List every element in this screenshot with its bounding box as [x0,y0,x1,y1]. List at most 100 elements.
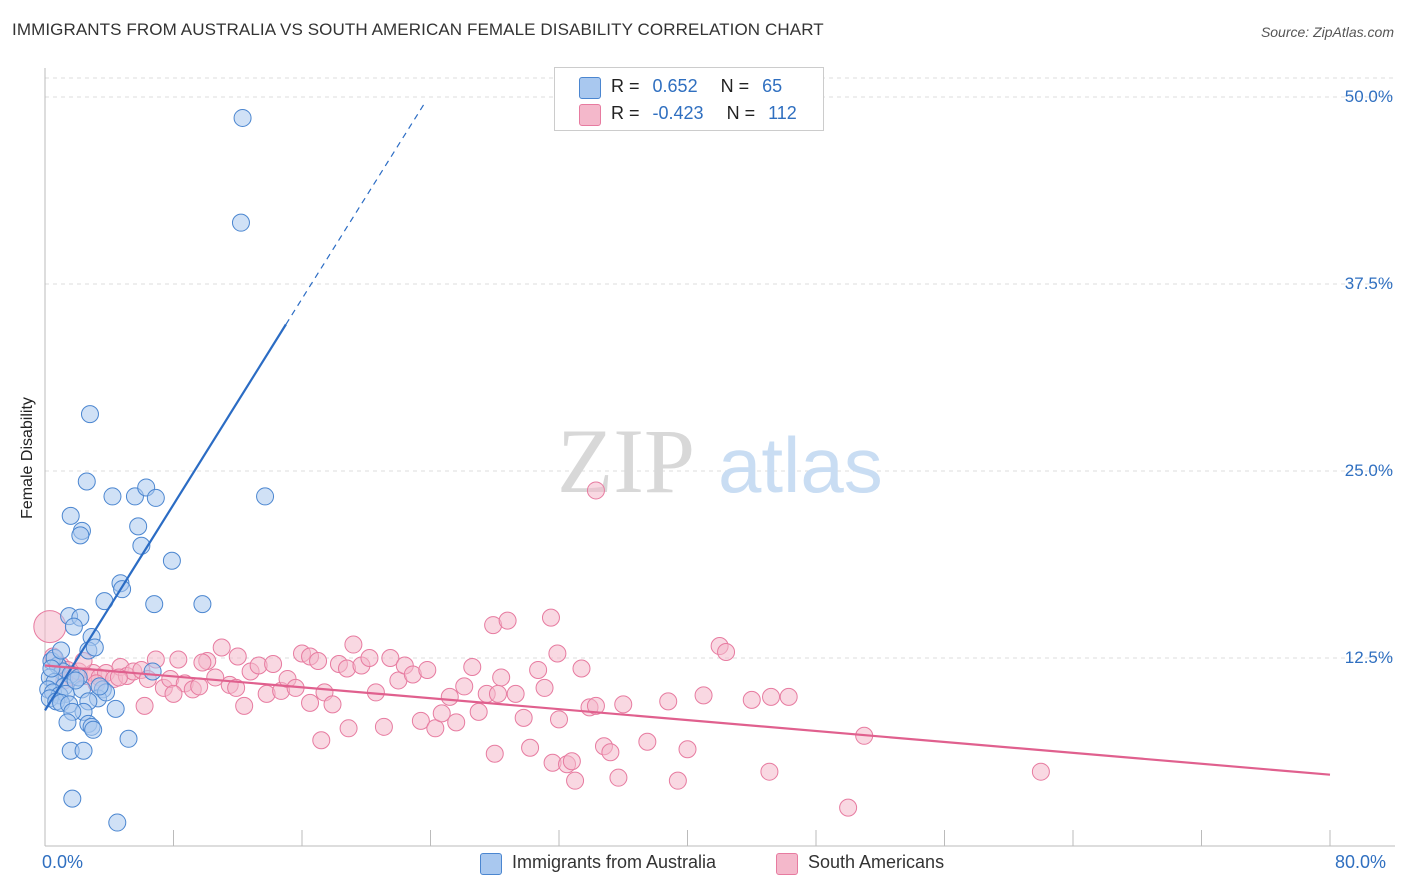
south-americans-point [344,635,363,654]
south-americans-point [668,771,687,790]
south-americans-point [411,711,430,730]
legend-swatch-blue [579,77,601,99]
south-americans-point [418,660,437,679]
australia-point [193,595,212,614]
south-americans-point [301,693,320,712]
australia-points [39,108,275,832]
australia-point [129,517,148,536]
south-americans-point [586,696,605,715]
australia-point [64,617,83,636]
axes [44,68,1395,847]
y-tick-label: 50.0% [1344,87,1393,106]
south-americans-point [190,677,209,696]
south-americans-point [193,653,212,672]
australia-point [84,720,103,739]
south-americans-point [337,659,356,678]
australia-point [119,729,138,748]
chart-title: IMMIGRANTS FROM AUSTRALIA VS SOUTH AMERI… [12,20,824,39]
south-americans-point [572,659,591,678]
watermark: ZIP atlas [557,410,883,512]
south-americans-point [839,798,858,817]
south-americans-point [541,608,560,627]
source-label: Source: ZipAtlas.com [1260,24,1394,40]
south-americans-point [312,731,331,750]
south-americans-point [440,687,459,706]
trendlines [44,101,1331,776]
australia-point [106,699,125,718]
south-americans-point [548,644,567,663]
south-americans-point [614,695,633,714]
australia-point [77,472,96,491]
south-americans-point [742,690,761,709]
bottom-legend-label: South Americans [808,852,945,872]
south-americans-point [694,686,713,705]
legend-swatch-pink [579,104,601,126]
south-americans-point [514,708,533,727]
australia-trendline-extension [285,101,427,325]
south-americans-point [586,481,605,500]
south-americans-point [228,647,247,666]
australia-point [143,662,162,681]
south-americans-point [381,649,400,667]
australia-point [146,488,165,507]
legend-stats-south-americans: R = -0.423 N = 112 [611,103,797,123]
australia-point [108,813,127,832]
watermark-atlas: atlas [718,421,883,509]
south-americans-point [562,752,581,771]
australia-point [231,213,250,232]
australia-point [61,506,80,525]
australia-point [52,641,71,660]
south-americans-point [485,744,504,763]
south-americans-point [135,696,154,715]
south-americans-point [426,719,445,738]
australia-point [103,487,122,506]
south-americans-point [374,717,393,736]
south-americans-point [432,704,451,723]
australia-point [145,595,164,614]
bottom-legend-label: Immigrants from Australia [512,852,717,872]
australia-point [162,551,181,570]
south-americans-point [264,654,283,673]
south-americans-point [760,762,779,781]
south-americans-point [469,702,488,721]
australia-point [90,677,109,696]
australia-point [85,638,104,657]
south-americans-point [235,696,254,715]
south-americans-point [717,643,736,662]
south-americans-point [659,692,678,711]
south-americans-point [601,743,620,762]
australia-point [63,789,82,808]
x-tick-label-max: 80.0% [1335,852,1387,872]
y-tick-label: 25.0% [1344,461,1393,480]
australia-trendline [44,323,287,711]
south-americans-point [463,657,482,676]
australia-point [42,659,61,678]
y-tick-label: 12.5% [1344,648,1393,667]
south-americans-point [323,695,342,714]
south-americans-point [206,668,225,687]
south-americans-point [535,678,554,697]
legend-stats-australia: R = 0.652 N = 65 [611,76,783,96]
south-americans-point [521,738,540,757]
south-americans-point [447,713,466,732]
y-tick-label: 37.5% [1344,274,1393,293]
gridlines [45,77,1395,659]
south-americans-point [638,732,657,751]
south-americans-point [227,678,246,697]
south-americans-point [566,771,585,790]
australia-point [71,526,90,545]
south-americans-point [529,660,548,679]
south-americans-point [609,768,628,787]
south-americans-point [779,687,798,706]
south-americans-points [33,481,1050,817]
australia-point [58,713,77,732]
south-americans-point [498,611,517,630]
australia-point [74,741,93,760]
bottom-legend-swatch-blue [480,853,502,875]
south-americans-point [678,740,697,759]
south-americans-point [360,649,379,667]
bottom-legend-swatch-pink [776,853,798,875]
south-americans-point [309,651,328,670]
australia-point [233,108,252,127]
